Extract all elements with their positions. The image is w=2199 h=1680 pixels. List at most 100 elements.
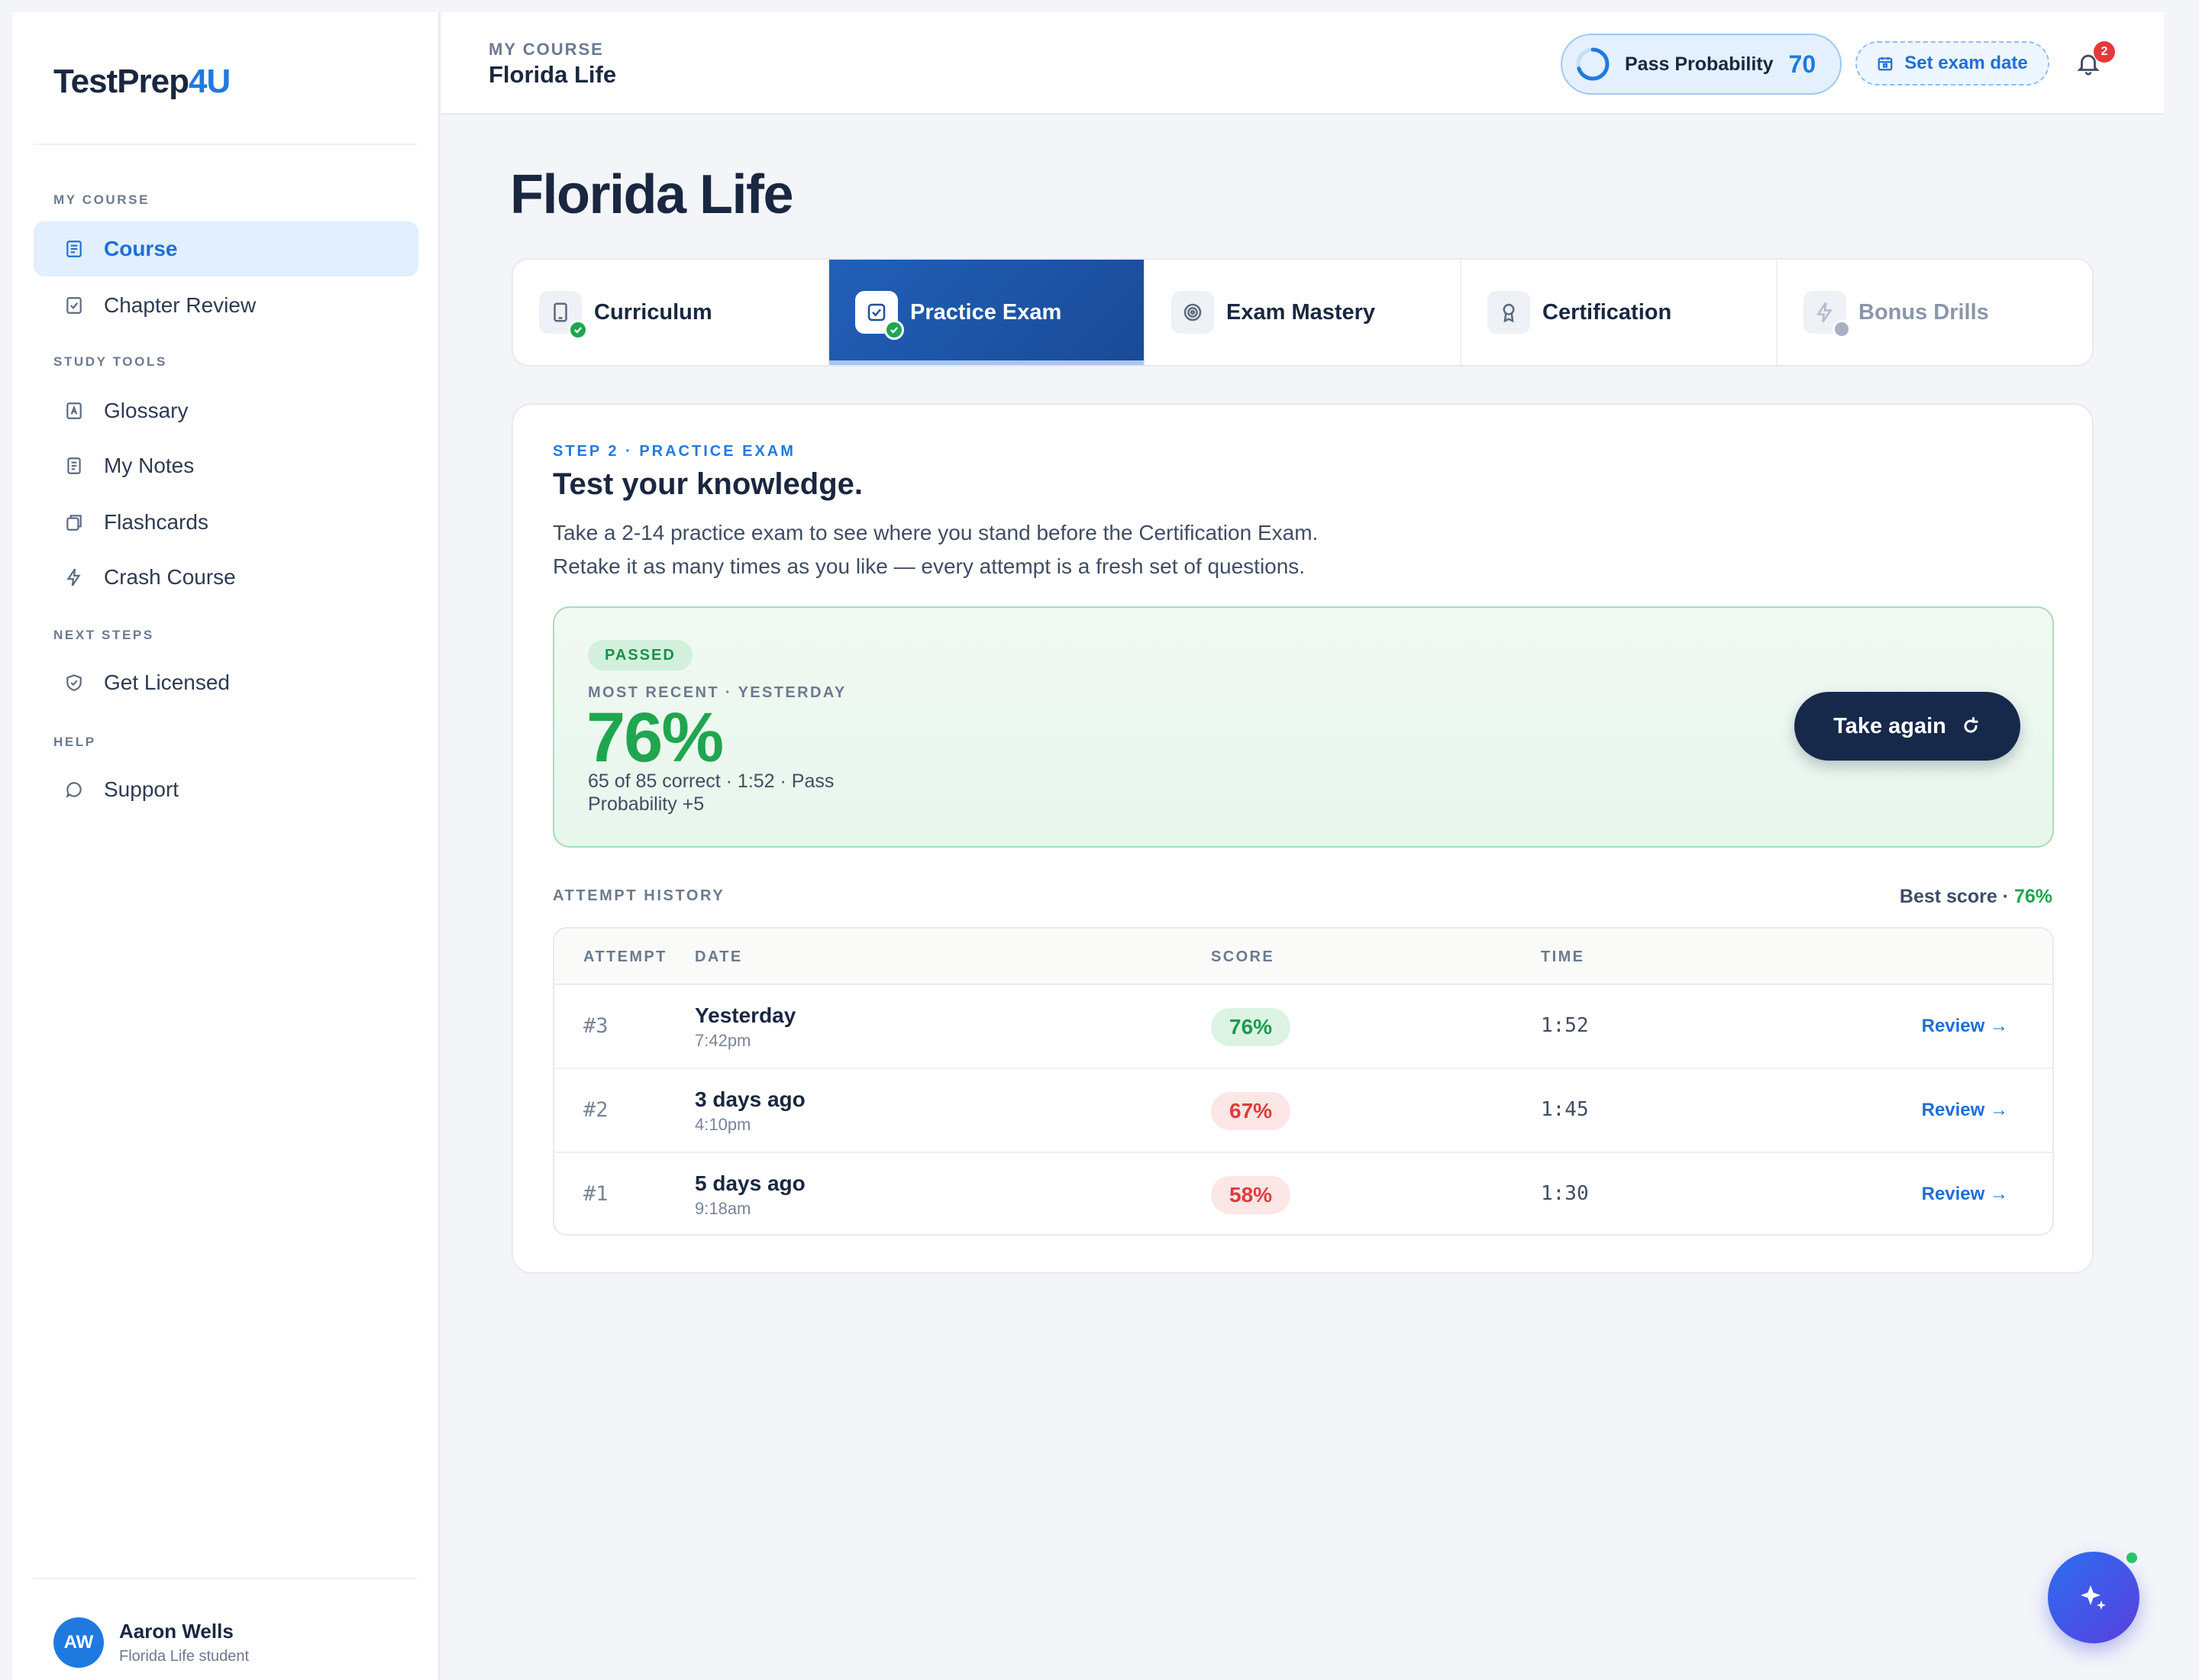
top-bar: MY COURSE Florida Life Pass Probability … xyxy=(441,12,2164,115)
ai-assistant-button[interactable] xyxy=(2048,1552,2139,1643)
notes-icon xyxy=(64,456,84,476)
pass-probability-value: 70 xyxy=(1788,50,1816,78)
user-profile[interactable]: AW Aaron Wells Florida Life student xyxy=(53,1617,249,1668)
completed-check-icon xyxy=(568,320,588,340)
best-score-value: 76% xyxy=(2013,886,2052,907)
progress-ring-icon xyxy=(1576,47,1610,81)
table-row: #2 3 days ago 4:10pm 67% 1:45 Review → xyxy=(554,1069,2052,1153)
tab-practice-exam[interactable]: Practice Exam xyxy=(829,260,1145,365)
glossary-icon xyxy=(64,401,84,421)
recent-label: MOST RECENT · YESTERDAY xyxy=(588,684,847,701)
tab-label: Certification xyxy=(1542,299,1672,325)
description-line: Retake it as many times as you like — ev… xyxy=(553,554,1306,578)
tab-label: Exam Mastery xyxy=(1226,299,1376,325)
tab-curriculum[interactable]: Curriculum xyxy=(513,260,829,365)
app-logo[interactable]: TestPrep 4U xyxy=(53,63,231,101)
attempt-date: 5 days ago 9:18am xyxy=(695,1171,806,1219)
calendar-icon xyxy=(1878,57,1893,71)
flashcards-icon xyxy=(64,512,84,532)
sidebar-item-glossary[interactable]: Glossary xyxy=(34,383,418,438)
pass-probability-label: Pass Probability xyxy=(1625,53,1774,75)
attempt-date: 3 days ago 4:10pm xyxy=(695,1087,806,1135)
sidebar-item-get-licensed[interactable]: Get Licensed xyxy=(34,655,418,710)
sidebar-item-label: Get Licensed xyxy=(104,670,230,694)
column-header-score: SCORE xyxy=(1211,948,1275,965)
status-badge: PASSED xyxy=(588,640,693,670)
lightning-icon xyxy=(64,567,84,587)
target-icon xyxy=(1171,291,1214,334)
sidebar-item-label: My Notes xyxy=(104,454,195,477)
user-subtitle: Florida Life student xyxy=(119,1648,250,1665)
attempt-number: #2 xyxy=(583,1098,609,1122)
sidebar-item-support[interactable]: Support xyxy=(34,762,418,817)
best-score-label: Best score · xyxy=(1899,886,2014,907)
attempt-number: #1 xyxy=(583,1182,609,1206)
book-icon xyxy=(64,239,84,259)
lightning-icon xyxy=(1803,291,1851,338)
pass-probability-pill[interactable]: Pass Probability 70 xyxy=(1561,34,1842,95)
refresh-icon xyxy=(1964,716,1978,733)
attempt-time-of-day: 4:10pm xyxy=(695,1115,751,1134)
review-link[interactable]: Review → xyxy=(1921,1184,2008,1204)
tab-label: Practice Exam xyxy=(910,299,1062,325)
attempt-time-of-day: 9:18am xyxy=(695,1199,751,1218)
latest-result-panel: PASSED MOST RECENT · YESTERDAY 76% 65 of… xyxy=(553,606,2054,848)
bell-icon[interactable] xyxy=(2075,50,2101,76)
tab-label: Curriculum xyxy=(594,299,712,325)
checklist-icon xyxy=(64,296,84,315)
sidebar-item-my-notes[interactable]: My Notes xyxy=(34,438,418,493)
attempt-duration: 1:52 xyxy=(1541,1014,1589,1037)
sidebar-item-label: Support xyxy=(104,777,179,801)
tab-exam-mastery[interactable]: Exam Mastery xyxy=(1145,260,1461,365)
tab-bonus-drills[interactable]: Bonus Drills xyxy=(1778,260,2092,365)
set-exam-date-label: Set exam date xyxy=(1904,53,2028,73)
sparkle-icon xyxy=(2081,1585,2106,1610)
logo-main: TestPrep xyxy=(53,63,189,100)
attempt-date: Yesterday 7:42pm xyxy=(695,1003,796,1051)
sidebar-item-label: Chapter Review xyxy=(104,293,257,317)
checkbox-icon xyxy=(855,291,904,340)
review-link[interactable]: Review → xyxy=(1921,1100,2008,1120)
sidebar-item-course[interactable]: Course xyxy=(34,221,418,276)
avatar: AW xyxy=(53,1617,104,1668)
sidebar-section-help: HELP xyxy=(53,735,96,749)
latest-score: 76% xyxy=(586,699,724,777)
table-header: ATTEMPT DATE SCORE TIME xyxy=(554,929,2052,985)
score-badge: 67% xyxy=(1211,1092,1291,1130)
sidebar-section-next-steps: NEXT STEPS xyxy=(53,628,154,642)
sidebar-item-crash-course[interactable]: Crash Course xyxy=(34,550,418,605)
review-link[interactable]: Review → xyxy=(1921,1016,2008,1036)
sidebar-divider xyxy=(34,144,417,145)
table-row: #1 5 days ago 9:18am 58% 1:30 Review → xyxy=(554,1153,2052,1234)
tab-label: Bonus Drills xyxy=(1858,299,1989,325)
attempt-number: #3 xyxy=(583,1014,609,1038)
attempt-date-label: 3 days ago xyxy=(695,1087,806,1111)
attempt-duration: 1:45 xyxy=(1541,1098,1589,1121)
page-title: Florida Life xyxy=(510,164,794,225)
set-exam-date-button[interactable]: Set exam date xyxy=(1855,41,2049,86)
sidebar-item-label: Glossary xyxy=(104,399,189,422)
best-score: Best score · 76% xyxy=(1900,886,2052,908)
award-icon xyxy=(1487,291,1530,334)
sidebar-divider xyxy=(34,1578,417,1579)
tab-certification[interactable]: Certification xyxy=(1461,260,1778,365)
score-badge: 76% xyxy=(1211,1008,1291,1046)
sidebar-item-chapter-review[interactable]: Chapter Review xyxy=(34,278,418,333)
attempt-date-label: Yesterday xyxy=(695,1003,796,1027)
score-badge: 58% xyxy=(1211,1176,1291,1214)
take-again-button[interactable]: Take again xyxy=(1794,692,2020,761)
attempt-history-label: ATTEMPT HISTORY xyxy=(553,887,725,904)
logo-accent: 4U xyxy=(189,63,231,100)
column-header-time: TIME xyxy=(1541,948,1585,965)
sidebar-item-label: Course xyxy=(104,237,178,260)
chat-bubble-icon xyxy=(64,780,84,800)
attempt-time-of-day: 7:42pm xyxy=(695,1031,751,1050)
header-title: Florida Life xyxy=(489,61,617,88)
sidebar-item-label: Flashcards xyxy=(104,510,208,534)
attempt-history-table: ATTEMPT DATE SCORE TIME #3 Yesterday 7:4… xyxy=(553,927,2054,1236)
course-tabs: Curriculum Practice Exam Exam Mastery Ce… xyxy=(512,258,2094,367)
sidebar-item-flashcards[interactable]: Flashcards xyxy=(34,495,418,550)
attempt-date-label: 5 days ago xyxy=(695,1171,806,1195)
table-row: #3 Yesterday 7:42pm 76% 1:52 Review → xyxy=(554,985,2052,1069)
tablet-icon xyxy=(539,291,588,340)
